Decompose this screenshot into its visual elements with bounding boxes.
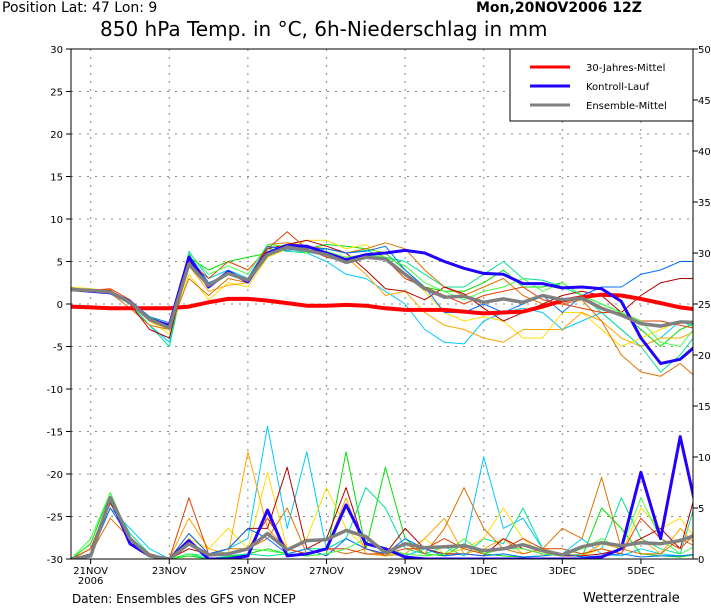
right-tick-label: 20 xyxy=(698,351,711,362)
control-temp-line xyxy=(71,243,693,365)
run-date-label: Mon,20NOV2006 12Z xyxy=(476,0,642,16)
right-tick-label: 35 xyxy=(698,198,711,209)
left-tick-label: 10 xyxy=(50,215,63,226)
legend-label: Kontroll-Lauf xyxy=(586,82,650,93)
series-group xyxy=(71,231,693,559)
chart-title: 850 hPa Temp. in °C, 6h-Niederschlag in … xyxy=(100,17,548,41)
legend-label: 30-Jahres-Mittel xyxy=(586,63,665,74)
left-tick-label: 30 xyxy=(50,45,63,56)
left-tick-label: 15 xyxy=(50,173,63,184)
member-precip-line xyxy=(71,471,693,559)
member-precip-line xyxy=(71,451,693,559)
right-tick-label: 45 xyxy=(698,96,711,107)
left-tick-label: -5 xyxy=(53,343,63,354)
x-tick-label: 29NOV xyxy=(388,566,423,577)
brand-label: Wetterzentrale xyxy=(583,591,680,606)
x-tick-label: 21NOV xyxy=(73,566,108,577)
legend-label: Ensemble-Mittel xyxy=(586,101,667,112)
right-tick-label: 25 xyxy=(698,300,711,311)
mean-temp-line xyxy=(71,245,693,330)
x-tick-label: 27NOV xyxy=(309,566,344,577)
right-tick-label: 10 xyxy=(698,453,711,464)
right-tick-label: 40 xyxy=(698,147,711,158)
member-temp-line xyxy=(71,242,693,377)
x-tick-label: 5DEC xyxy=(627,566,654,577)
left-tick-label: -20 xyxy=(47,470,63,481)
left-tick-label: -25 xyxy=(47,513,63,524)
x-year-label: 2006 xyxy=(78,576,103,587)
member-precip-line xyxy=(71,476,693,559)
left-tick-label: 25 xyxy=(50,88,63,99)
x-tick-label: 23NOV xyxy=(152,566,187,577)
right-tick-label: 15 xyxy=(698,402,711,413)
data-source-label: Daten: Ensembles des GFS von NCEP xyxy=(72,592,296,606)
mean-precip-line xyxy=(71,496,693,559)
legend: 30-Jahres-Mittel Kontroll-Lauf Ensemble-Mi… xyxy=(509,48,694,122)
left-tick-label: 0 xyxy=(57,300,63,311)
left-tick-label: -10 xyxy=(47,385,63,396)
left-tick-label: 5 xyxy=(57,258,63,269)
position-label: Position Lat: 47 Lon: 9 xyxy=(2,0,158,16)
right-tick-label: 5 xyxy=(698,504,704,515)
x-tick-label: 1DEC xyxy=(470,566,497,577)
axes: 302520151050-5-10-15-20-25-3050454035302… xyxy=(47,45,711,587)
left-tick-label: 20 xyxy=(50,130,63,141)
x-tick-label: 25NOV xyxy=(230,566,265,577)
left-tick-label: -15 xyxy=(47,428,63,439)
left-tick-label: -30 xyxy=(47,555,63,566)
right-tick-label: 0 xyxy=(698,555,704,566)
right-tick-label: 50 xyxy=(698,45,711,56)
x-tick-label: 3DEC xyxy=(549,566,576,577)
right-tick-label: 30 xyxy=(698,249,711,260)
member-temp-line xyxy=(71,248,693,347)
